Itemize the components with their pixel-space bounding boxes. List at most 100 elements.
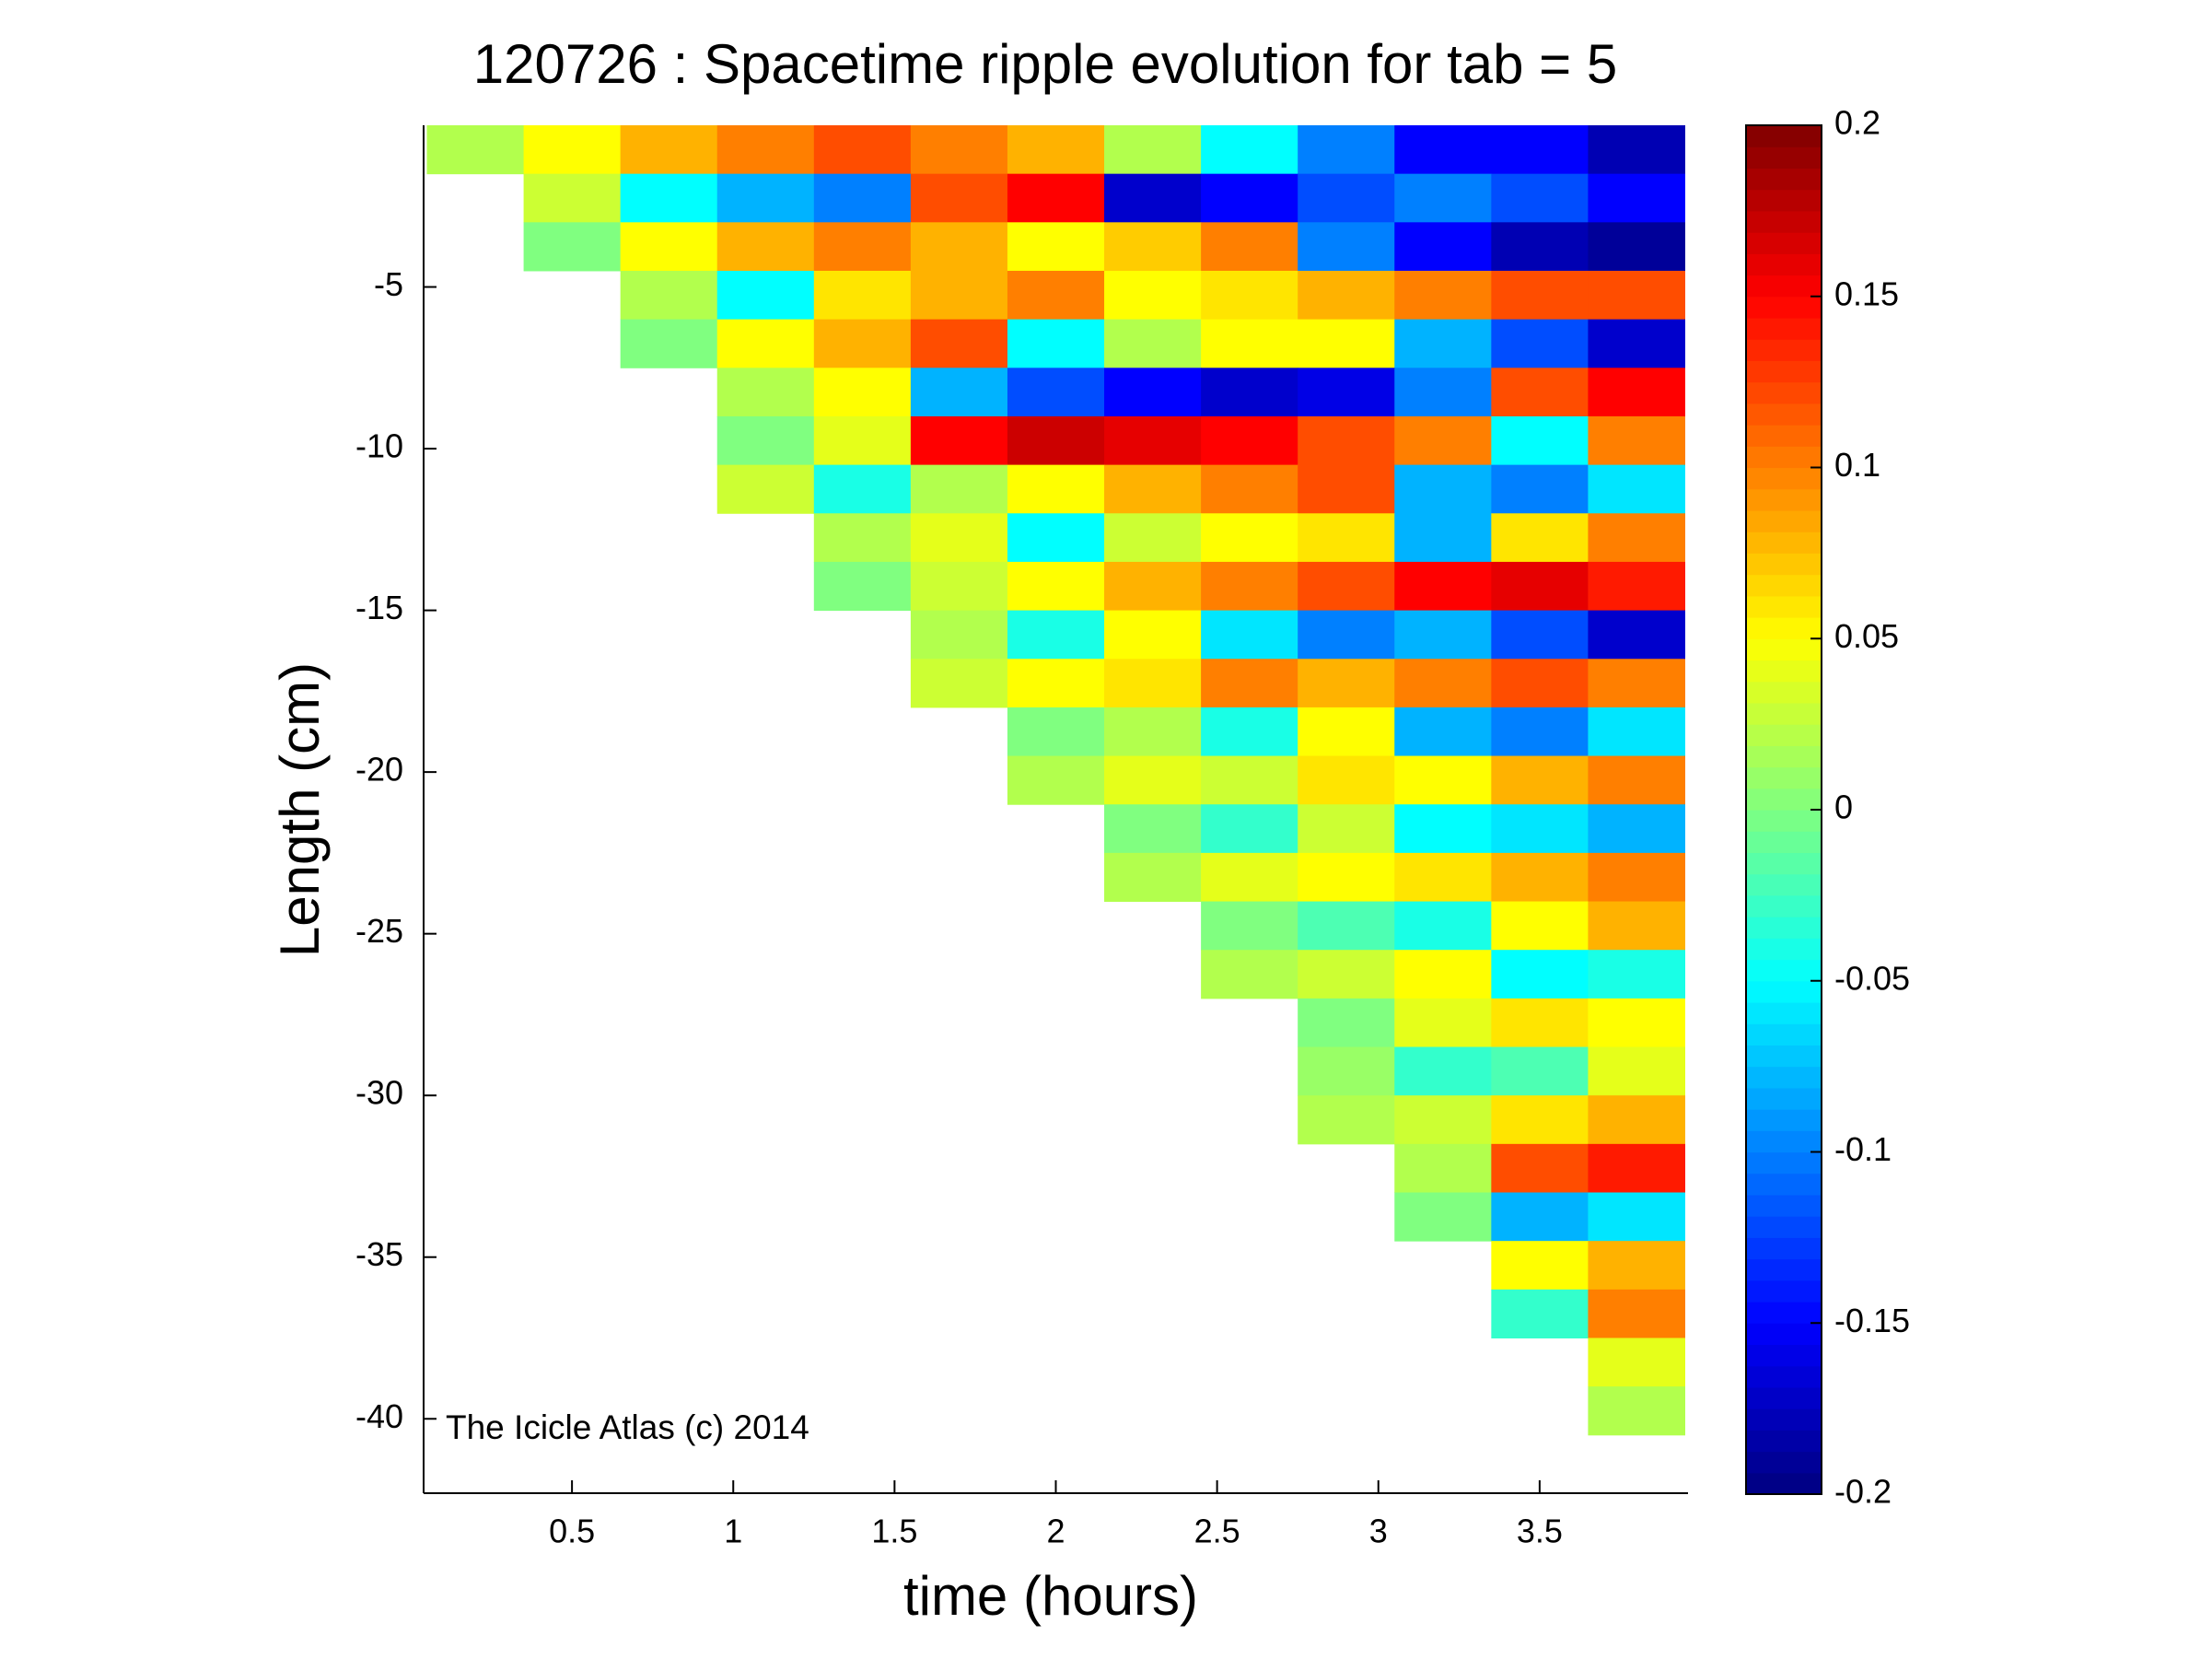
heatmap-cell <box>1298 707 1395 757</box>
heatmap-cell <box>716 125 815 175</box>
heatmap-cell <box>1491 270 1589 321</box>
heatmap-cell <box>1394 610 1492 660</box>
heatmap-cell <box>1491 1095 1589 1145</box>
heatmap-cell <box>1104 173 1202 223</box>
heatmap-cell <box>1394 415 1492 466</box>
colorbar-segment <box>1746 873 1822 896</box>
heatmap-cell <box>1104 270 1202 321</box>
colorbar-segment <box>1746 1408 1822 1431</box>
heatmap-cell <box>1007 125 1105 175</box>
colorbar-segment <box>1746 1194 1822 1217</box>
heatmap-cell <box>813 368 912 417</box>
heatmap-cell <box>1588 755 1685 805</box>
heatmap-cell <box>1201 852 1298 903</box>
heatmap-cell <box>1201 659 1298 708</box>
heatmap-cell <box>1394 852 1492 903</box>
heatmap-cell <box>1298 1046 1395 1096</box>
heatmap-cell <box>1588 222 1685 272</box>
y-tick-label: -40 <box>355 1397 403 1435</box>
heatmap-cell <box>813 464 912 514</box>
heatmap-cell <box>1588 950 1685 999</box>
heatmap-cell <box>1201 804 1298 854</box>
colorbar-segment <box>1746 275 1822 298</box>
heatmap-cell <box>1298 901 1395 951</box>
colorbar-segment <box>1746 681 1822 704</box>
heatmap-cell <box>716 368 815 417</box>
colorbar-segment <box>1746 1258 1822 1281</box>
colorbar-segment <box>1746 339 1822 362</box>
colorbar-segment <box>1746 595 1822 618</box>
heatmap-cell <box>1298 270 1395 321</box>
heatmap-cell <box>1201 610 1298 660</box>
heatmap-cell <box>1491 1289 1589 1338</box>
colorbar-segment <box>1746 1216 1822 1238</box>
heatmap-cell <box>1491 1046 1589 1096</box>
colorbar-segment <box>1746 425 1822 447</box>
heatmap-cell <box>1394 1046 1492 1096</box>
x-tick-label: 2.5 <box>1194 1513 1240 1550</box>
heatmap-cell <box>1588 464 1685 514</box>
heatmap-cell <box>813 415 912 466</box>
x-tick-label: 0.5 <box>549 1513 595 1550</box>
heatmap-cell <box>620 173 718 223</box>
heatmap-cell <box>1588 659 1685 708</box>
heatmap-cell <box>1007 561 1105 612</box>
colorbar-segment <box>1746 617 1822 639</box>
colorbar-segment <box>1746 296 1822 319</box>
chart-title: 120726 : Spacetime ripple evolution for … <box>473 33 1617 95</box>
colorbar-segment <box>1746 1130 1822 1153</box>
colorbar-segment <box>1746 210 1822 233</box>
heatmap-cell <box>1298 998 1395 1048</box>
heatmap-cell <box>813 319 912 368</box>
heatmap-cell <box>1491 998 1589 1048</box>
heatmap-cell <box>1104 222 1202 272</box>
heatmap-cell <box>523 173 622 223</box>
colorbar-segment <box>1746 509 1822 532</box>
heatmap-cell <box>1588 804 1685 854</box>
colorbar-segment <box>1746 317 1822 340</box>
heatmap-cell <box>620 222 718 272</box>
colorbar-segment <box>1746 894 1822 917</box>
colorbar-segment <box>1746 1302 1822 1324</box>
y-tick-label: -5 <box>374 265 403 303</box>
x-axis-label: time (hours) <box>903 1565 1198 1627</box>
heatmap-cell <box>1491 222 1589 272</box>
heatmap-cell <box>716 173 815 223</box>
heatmap-cell <box>910 319 1008 368</box>
colorbar-segment <box>1746 146 1822 169</box>
colorbar-segment <box>1746 938 1822 961</box>
colorbar-segment <box>1746 1173 1822 1196</box>
heatmap-cell <box>1491 755 1589 805</box>
heatmap-cell <box>1007 755 1105 805</box>
heatmap-cell <box>1201 950 1298 999</box>
heatmap-cell <box>1007 513 1105 563</box>
heatmap-cell <box>1588 173 1685 223</box>
heatmap-cell <box>1394 1192 1492 1242</box>
colorbar-segment <box>1746 232 1822 254</box>
heatmap-cell <box>1588 610 1685 660</box>
heatmap-cell <box>716 222 815 272</box>
colorbar-segment <box>1746 125 1822 147</box>
colorbar-tick-label: -0.15 <box>1834 1302 1910 1339</box>
colorbar-segment <box>1746 403 1822 426</box>
heatmap-cell <box>1491 950 1589 999</box>
heatmap-cell <box>1491 1241 1589 1291</box>
heatmap-cell <box>716 319 815 368</box>
heatmap-cell <box>1104 852 1202 903</box>
heatmap-cell <box>1394 804 1492 854</box>
heatmap-cell <box>1007 173 1105 223</box>
axes: 0.5 1 1.5 2 2.5 3 3.5 -40 -35 -30 -25 -20 -15 -10 -5 -0… <box>355 104 1910 1550</box>
colorbar-segment <box>1746 1087 1822 1110</box>
heatmap-cell <box>1104 804 1202 854</box>
heatmap-cell <box>1394 1143 1492 1194</box>
heatmap-cell <box>910 222 1008 272</box>
colorbar-segment <box>1746 1045 1822 1068</box>
heatmap-cell <box>1588 852 1685 903</box>
colorbar-segment <box>1746 831 1822 854</box>
colorbar-segment <box>1746 766 1822 789</box>
heatmap-cell <box>1394 755 1492 805</box>
heatmap-cell <box>1491 415 1589 466</box>
heatmap-cell <box>1104 513 1202 563</box>
heatmap-cell <box>1298 852 1395 903</box>
colorbar-tick-label: 0.15 <box>1834 275 1899 312</box>
